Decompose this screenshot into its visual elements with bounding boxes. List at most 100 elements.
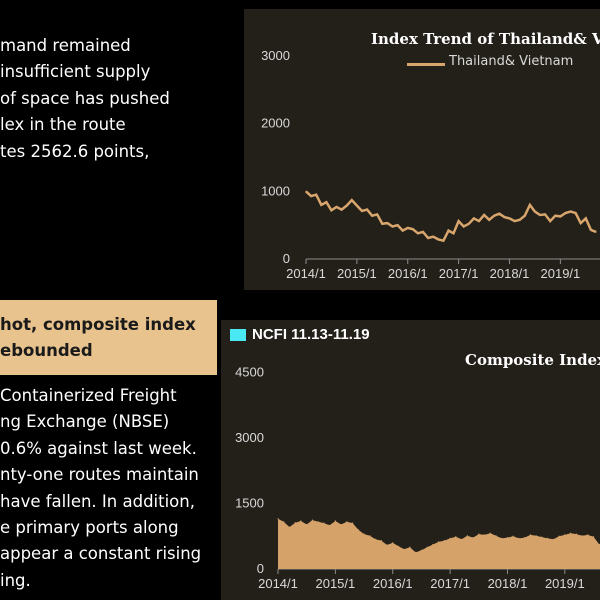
- chart1-point-27: [442, 240, 444, 242]
- chart2-point-53: [581, 535, 583, 537]
- chart2-point-41: [512, 535, 514, 537]
- chart1-point-41: [514, 220, 516, 222]
- chart2-point-45: [535, 535, 537, 537]
- chart1-point-36: [488, 219, 490, 221]
- chart1-point-19: [402, 230, 404, 232]
- chart2-point-16: [369, 535, 371, 537]
- chart1-point-47: [544, 213, 546, 215]
- chart1-point-10: [356, 205, 358, 207]
- chart2-point-8: [323, 522, 325, 524]
- chart1-point-1: [310, 195, 312, 197]
- paragraph-bottom-line-2: ng Exchange (NBSE): [0, 412, 170, 432]
- chart2-point-44: [529, 534, 531, 536]
- paragraph-top: mand remained insufficient supply of space…: [0, 33, 170, 165]
- chart1-point-49: [554, 215, 556, 217]
- chart2-xtick-3: 2017/1: [430, 576, 470, 591]
- chart2-point-0: [277, 518, 279, 520]
- chart2-point-29: [443, 540, 445, 542]
- chart2-point-9: [329, 524, 331, 526]
- chart1-point-21: [412, 228, 414, 230]
- chart1-point-53: [575, 212, 577, 214]
- chart1-ytick-1: 1000: [261, 183, 290, 198]
- chart1-point-29: [452, 232, 455, 234]
- chart2-point-34: [472, 537, 474, 539]
- chart2-point-19: [386, 544, 388, 546]
- chart1-point-51: [564, 212, 567, 214]
- paragraph-bottom-line-1: Containerized Freight: [0, 386, 177, 405]
- chart2-xtick-1: 2015/1: [315, 576, 355, 591]
- chart2-point-39: [501, 537, 503, 539]
- paragraph-bottom-line-5: have fallen. In addition,: [0, 491, 195, 511]
- chart1-point-5: [330, 209, 332, 211]
- chart1-ytick-2: 2000: [261, 116, 290, 131]
- chart2-point-48: [552, 538, 554, 540]
- chart2-ytick-3: 4500: [235, 364, 264, 379]
- chart1-ytick-3: 3000: [261, 48, 290, 63]
- chart2-point-27: [432, 543, 434, 546]
- chart1-point-31: [463, 225, 465, 228]
- chart1-point-42: [519, 219, 521, 221]
- chart1-point-45: [534, 211, 536, 213]
- chart1-point-8: [346, 205, 348, 207]
- paragraph-top-line-5: tes 2562.6 points,: [0, 141, 150, 161]
- chart2-point-43: [524, 537, 526, 539]
- ncfi-legend-box: [230, 329, 246, 341]
- chart1-point-24: [427, 237, 429, 239]
- chart2-point-14: [357, 529, 359, 531]
- chart1-point-4: [325, 201, 327, 203]
- chart2-point-47: [547, 537, 549, 539]
- chart2-point-32: [461, 538, 463, 540]
- chart1-xtick-1: 2015/1: [337, 266, 377, 281]
- chart1-point-0: [305, 190, 307, 192]
- chart2-point-49: [558, 535, 560, 537]
- chart2-point-35: [478, 533, 480, 535]
- chart1-point-48: [549, 220, 551, 222]
- highlight-line-1: hot, composite index: [0, 315, 196, 334]
- chart1-point-18: [397, 224, 399, 226]
- chart1-point-20: [407, 227, 409, 229]
- chart2-point-22: [403, 548, 405, 550]
- chart1-xtick-2: 2016/1: [388, 266, 428, 281]
- paragraph-top-line-3: of space has pushed: [0, 88, 170, 108]
- chart2-point-28: [438, 541, 440, 543]
- chart2-point-5: [306, 523, 308, 526]
- chart1-point-33: [473, 217, 475, 219]
- chart1-point-16: [386, 222, 388, 224]
- chart2-point-20: [392, 542, 394, 544]
- chart2-point-30: [449, 537, 451, 539]
- chart2-xtick-4: 2018/1: [488, 576, 528, 591]
- chart1-point-14: [376, 213, 378, 215]
- chart2-point-12: [346, 521, 348, 523]
- paragraph-top-line-4: lex in the route: [0, 115, 126, 135]
- chart1-point-7: [341, 209, 343, 211]
- chart2-point-52: [575, 533, 577, 535]
- chart1-xtick-4: 2018/1: [490, 266, 530, 281]
- chart-panel-thailand-vietnam: Index Trend of Thailand& Vie Thailand& V…: [244, 9, 600, 290]
- chart1-point-9: [351, 199, 353, 201]
- chart2-point-1: [283, 521, 285, 523]
- chart1-point-15: [381, 223, 383, 225]
- chart2-xtick-2: 2016/1: [373, 576, 413, 591]
- chart1-point-13: [371, 215, 373, 217]
- chart2-point-21: [397, 545, 400, 547]
- chart1-point-43: [524, 215, 526, 217]
- chart2-point-7: [317, 521, 319, 523]
- paragraph-top-line-1: mand remained: [0, 36, 131, 55]
- chart2-point-42: [518, 537, 520, 539]
- chart2-ytick-0: 0: [257, 561, 264, 576]
- chart1-xtick-0: 2014/1: [286, 266, 326, 281]
- chart2-point-37: [489, 532, 491, 534]
- chart1-point-17: [391, 225, 394, 228]
- chart2-ytick-1: 1500: [235, 495, 264, 510]
- chart2-ytick-2: 3000: [235, 430, 264, 445]
- chart1-ytick-0: 0: [283, 251, 290, 266]
- chart2-title: Composite Index: [465, 351, 600, 369]
- chart1-svg: 0 1000 2000 3000 2014/1 2015/1 2016/1 2017/1 201…: [261, 48, 600, 281]
- chart2-point-3: [294, 522, 296, 524]
- chart2-xtick-5: 2019/1: [545, 576, 585, 591]
- chart1-point-50: [559, 215, 561, 217]
- chart1-title: Index Trend of Thailand& Vie: [371, 30, 600, 48]
- chart2-point-18: [380, 540, 382, 542]
- chart2-point-17: [374, 538, 377, 540]
- chart2-point-50: [564, 534, 566, 536]
